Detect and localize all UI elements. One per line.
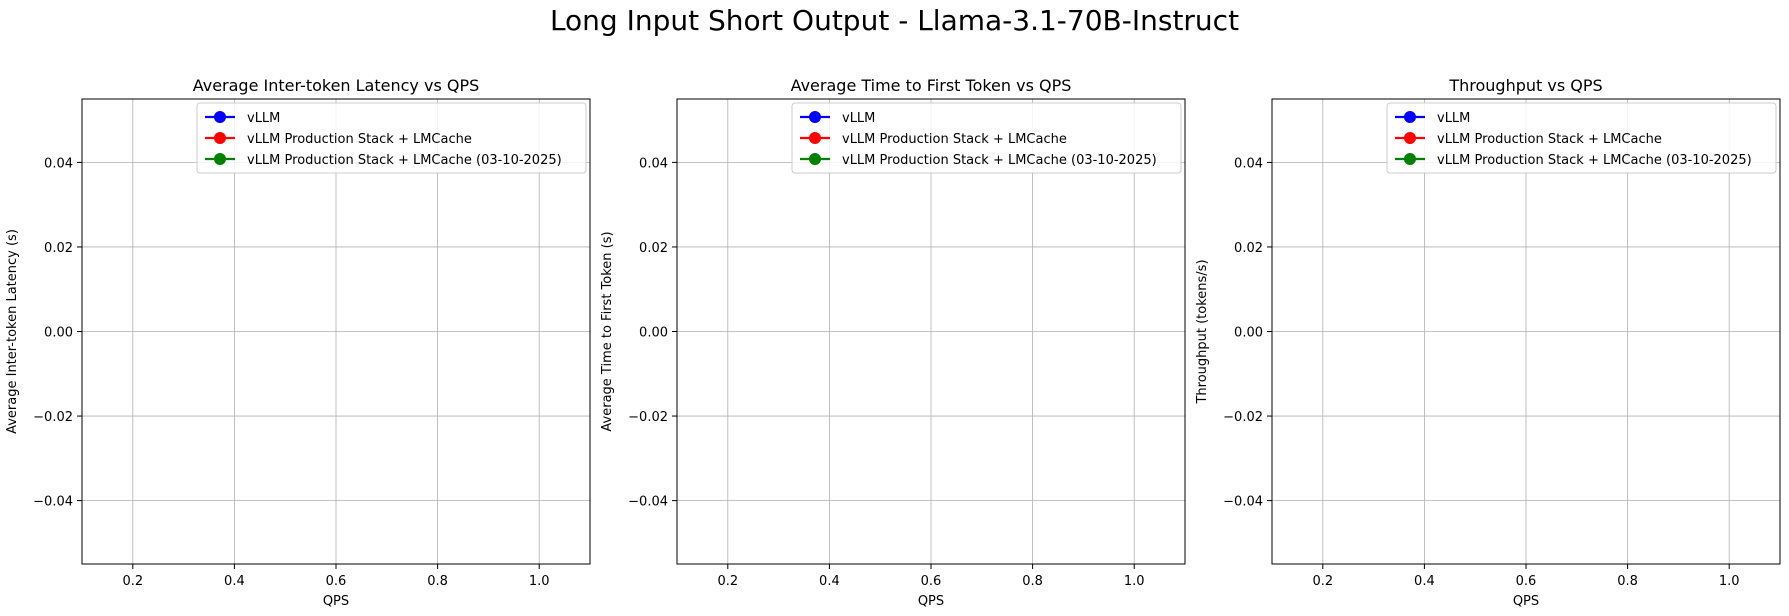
y-tick-label: 0.04 <box>44 156 73 171</box>
legend-label: vLLM Production Stack + LMCache <box>247 132 472 147</box>
chart-panel-2: 0.2 0.4 0.6 0.8 1.0 −0.04 −0.02 0.00 0.02 0.04 Ave… <box>600 76 1186 609</box>
x-tick-label: 0.8 <box>1022 574 1043 589</box>
legend-marker <box>214 111 226 123</box>
chart-panel-1: 0.2 0.4 0.6 0.8 1.0 −0.04 −0.02 0.00 0.02 0.04 Ave… <box>5 76 591 609</box>
legend: vLLM vLLM Production Stack + LMCache vLLM … <box>196 102 587 174</box>
legend-label: vLLM Production Stack + LMCache (03-10-2… <box>842 153 1157 168</box>
x-tick-label: 0.4 <box>819 574 840 589</box>
legend: vLLM vLLM Production Stack + LMCache vLLM … <box>791 102 1182 174</box>
legend-marker <box>214 153 226 165</box>
y-axis-label: Average Time to First Token (s) <box>600 231 615 431</box>
chart-title: Throughput vs QPS <box>1448 76 1602 95</box>
y-tick-label: 0.04 <box>639 156 668 171</box>
legend-marker <box>809 111 821 123</box>
x-tick-label: 0.2 <box>1312 574 1333 589</box>
x-tick-label: 0.2 <box>717 574 738 589</box>
y-tick-label: −0.04 <box>1223 495 1263 510</box>
chart-panel-3: 0.2 0.4 0.6 0.8 1.0 −0.04 −0.02 0.00 0.02 0.04 Thr… <box>1195 76 1781 609</box>
y-tick-label: 0.00 <box>44 326 73 341</box>
legend-marker <box>1404 111 1416 123</box>
legend-label: vLLM <box>1437 111 1470 126</box>
x-tick-label: 0.4 <box>1414 574 1435 589</box>
legend-box <box>1386 102 1777 174</box>
x-tick-label: 0.6 <box>326 574 347 589</box>
x-axis-label: QPS <box>918 594 944 609</box>
y-axis-label: Throughput (tokens/s) <box>1195 259 1210 404</box>
legend-label: vLLM <box>247 111 280 126</box>
y-tick-label: 0.04 <box>1234 156 1263 171</box>
legend-marker <box>214 132 226 144</box>
legend-marker <box>809 153 821 165</box>
y-axis-label: Average Inter-token Latency (s) <box>5 229 20 434</box>
legend-label: vLLM Production Stack + LMCache (03-10-2… <box>1437 153 1752 168</box>
x-tick-label: 0.4 <box>224 574 245 589</box>
legend-marker <box>809 132 821 144</box>
y-tick-label: 0.02 <box>1234 241 1263 256</box>
x-tick-label: 0.2 <box>122 574 143 589</box>
y-tick-label: 0.00 <box>639 326 668 341</box>
figure-title: Long Input Short Output - Llama-3.1-70B-… <box>549 4 1240 37</box>
legend-label: vLLM <box>842 111 875 126</box>
y-tick-label: −0.02 <box>628 410 668 425</box>
x-tick-label: 1.0 <box>1124 574 1145 589</box>
x-tick-label: 0.6 <box>1516 574 1537 589</box>
legend-box <box>196 102 587 174</box>
y-tick-label: −0.04 <box>33 495 73 510</box>
x-tick-label: 0.6 <box>921 574 942 589</box>
legend-marker <box>1404 132 1416 144</box>
legend-label: vLLM Production Stack + LMCache (03-10-2… <box>247 153 562 168</box>
x-tick-label: 0.8 <box>427 574 448 589</box>
y-tick-label: −0.04 <box>628 495 668 510</box>
y-tick-label: −0.02 <box>33 410 73 425</box>
legend-marker <box>1404 153 1416 165</box>
x-tick-label: 1.0 <box>1719 574 1740 589</box>
legend-label: vLLM Production Stack + LMCache <box>1437 132 1662 147</box>
y-tick-label: 0.02 <box>639 241 668 256</box>
x-axis-label: QPS <box>1513 594 1539 609</box>
chart-title: Average Time to First Token vs QPS <box>791 76 1072 95</box>
x-axis-label: QPS <box>323 594 349 609</box>
x-tick-label: 1.0 <box>529 574 550 589</box>
x-tick-label: 0.8 <box>1617 574 1638 589</box>
legend-box <box>791 102 1182 174</box>
legend-label: vLLM Production Stack + LMCache <box>842 132 1067 147</box>
y-tick-label: 0.00 <box>1234 326 1263 341</box>
y-tick-label: −0.02 <box>1223 410 1263 425</box>
chart-title: Average Inter-token Latency vs QPS <box>193 76 480 95</box>
legend: vLLM vLLM Production Stack + LMCache vLLM … <box>1386 102 1777 174</box>
y-tick-label: 0.02 <box>44 241 73 256</box>
